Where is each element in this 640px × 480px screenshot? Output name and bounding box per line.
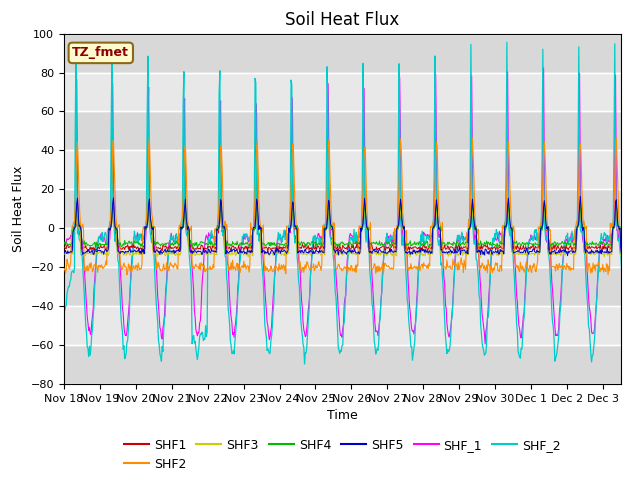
SHF_1: [284, 238, 291, 244]
SHF3: [477, 255, 484, 261]
Title: Soil Heat Flux: Soil Heat Flux: [285, 11, 399, 29]
SHF_1: [443, 321, 451, 326]
SHF3: [127, 250, 135, 256]
SHF2: [612, 135, 620, 141]
SHF_2: [60, 308, 68, 314]
SHF2: [411, 263, 419, 269]
Bar: [64, 34, 621, 72]
SHF1: [129, 241, 136, 247]
SHF4: [92, 245, 99, 251]
SHF4: [444, 240, 451, 245]
Bar: [64, 267, 621, 306]
SHF4: [234, 242, 242, 248]
SHF1: [412, 244, 419, 250]
Bar: [64, 72, 621, 111]
Line: SHF4: SHF4: [64, 201, 639, 248]
SHF_1: [262, 298, 269, 303]
SHF2: [443, 257, 451, 263]
SHF_1: [540, 65, 547, 71]
SHF5: [284, 249, 291, 255]
SHF4: [262, 242, 270, 248]
SHF2: [632, 272, 639, 278]
SHF1: [234, 247, 242, 252]
Bar: [64, 306, 621, 345]
Bar: [64, 228, 621, 267]
SHF3: [635, 250, 640, 255]
SHF5: [577, 193, 584, 199]
SHF_1: [481, 341, 489, 347]
Line: SHF2: SHF2: [64, 138, 639, 275]
SHF5: [443, 249, 451, 255]
SHF_1: [233, 301, 241, 307]
SHF3: [412, 249, 419, 255]
SHF5: [233, 248, 241, 253]
SHF_2: [412, 322, 419, 327]
Y-axis label: Soil Heat Flux: Soil Heat Flux: [12, 166, 25, 252]
SHF4: [541, 198, 548, 204]
SHF2: [635, 259, 640, 265]
SHF4: [284, 243, 292, 249]
SHF5: [127, 248, 135, 254]
SHF2: [233, 260, 241, 266]
SHF_2: [233, 308, 241, 313]
Line: SHF_2: SHF_2: [64, 42, 639, 364]
SHF_2: [503, 39, 511, 45]
SHF2: [262, 264, 269, 269]
SHF_1: [411, 325, 419, 331]
SHF3: [444, 250, 451, 256]
SHF_2: [635, 227, 640, 233]
SHF1: [74, 200, 81, 206]
SHF3: [397, 204, 404, 209]
SHF2: [284, 224, 291, 229]
SHF1: [635, 241, 640, 247]
SHF_2: [284, 240, 291, 245]
SHF_1: [60, 233, 68, 239]
SHF5: [635, 250, 640, 255]
SHF_2: [301, 361, 308, 367]
SHF1: [60, 245, 68, 251]
Line: SHF5: SHF5: [64, 196, 639, 256]
SHF_1: [127, 261, 135, 266]
Line: SHF_1: SHF_1: [64, 68, 639, 344]
SHF5: [60, 251, 68, 257]
SHF4: [60, 241, 68, 247]
SHF4: [129, 241, 136, 247]
SHF2: [60, 266, 68, 272]
SHF4: [635, 240, 640, 246]
SHF3: [262, 250, 269, 255]
SHF1: [262, 244, 270, 250]
SHF2: [127, 269, 135, 275]
SHF1: [451, 250, 458, 255]
Legend: SHF1, SHF2, SHF3, SHF4, SHF5, SHF_1, SHF_2: SHF1, SHF2, SHF3, SHF4, SHF5, SHF_1, SHF…: [119, 433, 566, 476]
SHF3: [233, 249, 241, 254]
SHF1: [444, 243, 451, 249]
SHF3: [60, 250, 68, 255]
Bar: [64, 345, 621, 384]
Line: SHF1: SHF1: [64, 203, 639, 252]
Line: SHF3: SHF3: [64, 206, 639, 258]
SHF_2: [444, 347, 451, 352]
SHF1: [284, 243, 292, 249]
SHF_2: [127, 268, 135, 274]
Text: TZ_fmet: TZ_fmet: [72, 47, 129, 60]
X-axis label: Time: Time: [327, 409, 358, 422]
SHF5: [411, 247, 419, 253]
Bar: [64, 111, 621, 150]
SHF_1: [635, 234, 640, 240]
SHF3: [284, 252, 291, 257]
Bar: [64, 150, 621, 189]
Bar: [64, 189, 621, 228]
SHF_2: [262, 328, 269, 334]
SHF4: [412, 241, 419, 247]
SHF5: [564, 253, 572, 259]
SHF5: [262, 249, 269, 254]
